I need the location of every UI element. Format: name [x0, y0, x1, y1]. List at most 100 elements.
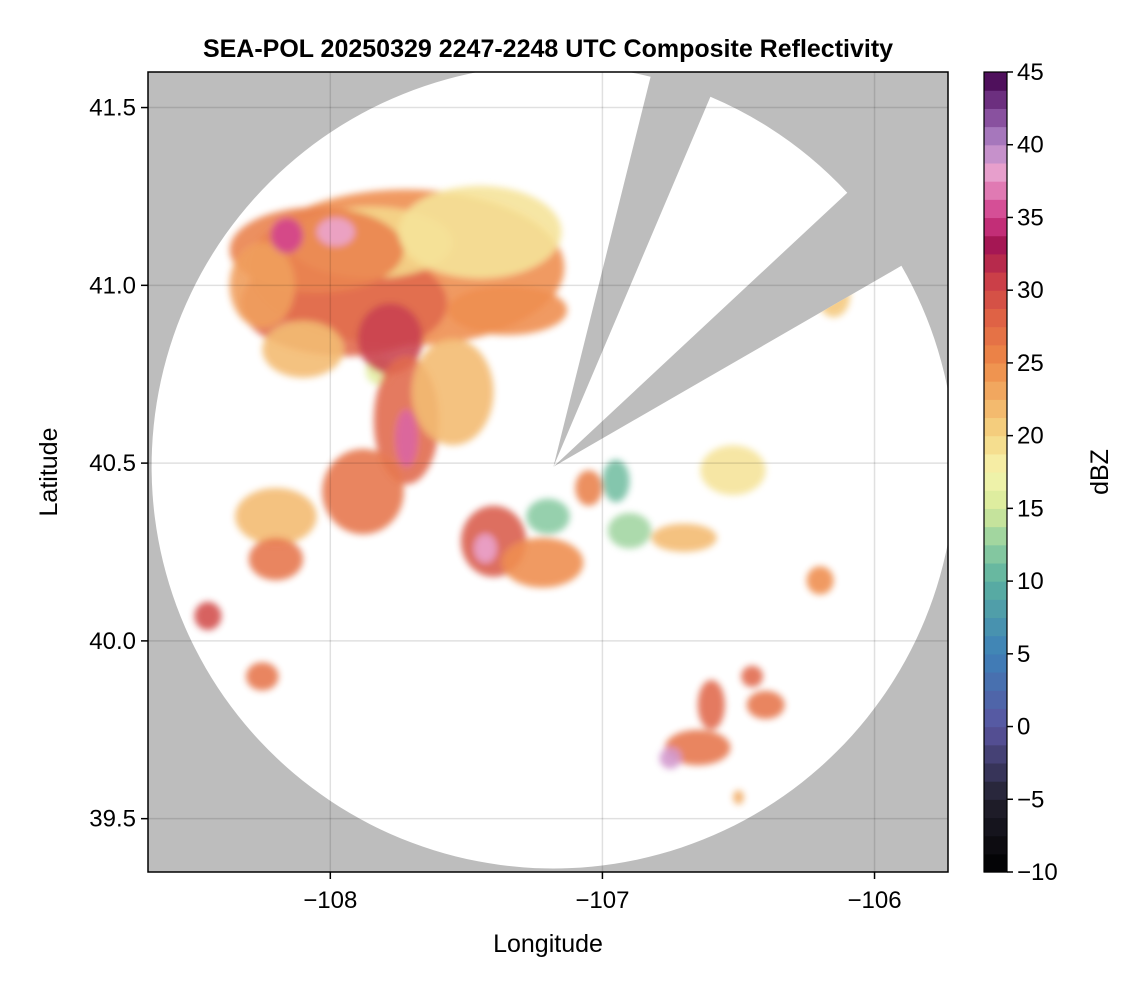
colorbar-tick-label: 0: [1017, 714, 1030, 741]
colorbar-segment: [984, 617, 1007, 637]
x-axis-label: Longitude: [493, 930, 603, 958]
echo-cell-21: [474, 534, 497, 563]
echo-cell-35: [741, 665, 763, 688]
echo-cell-6: [447, 285, 568, 336]
echo-cell-36: [733, 790, 744, 805]
colorbar-segment: [984, 326, 1007, 346]
colorbar-segment: [984, 362, 1007, 382]
colorbar-segment: [984, 708, 1007, 728]
colorbar-segment: [984, 253, 1007, 273]
colorbar-frame: [983, 71, 1008, 873]
colorbar-segment: [984, 690, 1007, 709]
colorbar-tick-label: 15: [1017, 495, 1044, 522]
colorbar-segment: [984, 508, 1007, 528]
colorbar-segment: [984, 726, 1007, 746]
echo-cell-19: [245, 662, 279, 691]
colorbar-segment: [984, 672, 1007, 691]
echo-cell-31: [697, 680, 725, 730]
colorbar-segment: [984, 417, 1007, 437]
echo-cell-26: [607, 512, 652, 549]
colorbar-segment: [984, 181, 1007, 200]
radar-coverage-area: [151, 72, 948, 869]
echo-cell-10: [270, 217, 304, 254]
colorbar-tick-label: 20: [1017, 423, 1044, 450]
echo-cell-8: [262, 320, 344, 378]
colorbar-tick-label: 30: [1017, 277, 1044, 304]
colorbar-segment: [984, 90, 1007, 109]
colorbar-tick-label: −10: [1017, 859, 1058, 886]
echo-cell-16: [235, 488, 317, 545]
echo-cell-5: [398, 185, 562, 279]
echo-cell-14: [395, 409, 418, 467]
x-tick-label: −106: [847, 887, 901, 914]
echo-cell-33: [659, 747, 682, 769]
echo-cell-34: [746, 690, 785, 720]
colorbar-segment: [984, 72, 1007, 91]
colorbar-segment: [984, 290, 1007, 309]
y-axis-ticks: 39.5 40.0 40.5 41.0 41.5: [89, 95, 148, 833]
colorbar-segment: [984, 308, 1007, 328]
x-tick-label: −107: [575, 887, 629, 914]
colorbar-segment: [984, 581, 1007, 600]
colorbar-segment: [984, 781, 1007, 800]
echo-cell-27: [651, 523, 717, 552]
colorbar-tick-label: 45: [1017, 59, 1044, 86]
reflectivity-echoes: [194, 185, 850, 805]
colorbar-segment: [984, 599, 1007, 619]
colorbar: [983, 71, 1008, 873]
echo-cell-28: [700, 445, 766, 496]
colorbar-segment: [984, 381, 1007, 400]
colorbar-segment: [984, 799, 1007, 819]
colorbar-segment: [984, 853, 1007, 873]
colorbar-segment: [984, 526, 1007, 546]
colorbar-segment: [984, 162, 1007, 182]
colorbar-segment: [984, 126, 1007, 146]
colorbar-segment: [984, 235, 1007, 255]
colorbar-segment: [984, 635, 1007, 655]
echo-cell-29: [817, 274, 850, 318]
x-tick-label: −108: [303, 887, 357, 914]
colorbar-segment: [984, 562, 1007, 582]
colorbar-tick-label: −5: [1017, 786, 1044, 813]
colorbar-segment: [984, 199, 1007, 219]
colorbar-tick-label: 10: [1017, 568, 1044, 595]
echo-cell-32: [665, 729, 731, 766]
echo-cell-15: [412, 338, 494, 446]
echo-cell-23: [526, 498, 570, 535]
echo-cell-24: [575, 470, 603, 506]
colorbar-ticks: −10 −5 0 5 10 15 20 25 30 35 40 45: [1007, 59, 1058, 886]
colorbar-tick-label: 25: [1017, 350, 1044, 377]
echo-cell-13: [322, 448, 404, 535]
colorbar-segment: [984, 144, 1007, 164]
echo-cell-22: [501, 537, 584, 588]
colorbar-segment: [984, 653, 1007, 673]
y-tick-label: 41.5: [89, 95, 136, 122]
echo-cell-25: [602, 459, 630, 503]
y-axis-label: Latitude: [35, 428, 63, 517]
y-tick-label: 40.0: [89, 628, 136, 655]
colorbar-segment: [984, 544, 1007, 564]
colorbar-segment: [984, 435, 1007, 455]
colorbar-segment: [984, 744, 1007, 764]
plot-frame: [147, 71, 949, 873]
colorbar-segment: [984, 472, 1007, 491]
x-axis-ticks: −108 −107 −106: [303, 872, 902, 914]
colorbar-tick-label: 40: [1017, 132, 1044, 159]
echo-cell-17: [248, 537, 304, 581]
colorbar-segment: [984, 217, 1007, 237]
echo-cell-18: [194, 601, 222, 631]
y-tick-label: 39.5: [89, 806, 136, 833]
colorbar-segment: [984, 453, 1007, 473]
echo-cell-11: [316, 217, 355, 247]
colorbar-tick-label: 5: [1017, 641, 1030, 668]
colorbar-segment: [984, 399, 1007, 419]
echo-cell-4: [229, 242, 295, 328]
colorbar-segment: [984, 490, 1007, 509]
colorbar-segment: [984, 108, 1007, 128]
y-tick-label: 40.5: [89, 450, 136, 477]
colorbar-segment: [984, 762, 1007, 782]
colorbar-segment: [984, 817, 1007, 837]
colorbar-label: dBZ: [1086, 449, 1114, 495]
echo-cell-30: [806, 566, 834, 595]
